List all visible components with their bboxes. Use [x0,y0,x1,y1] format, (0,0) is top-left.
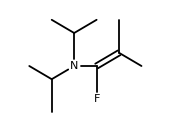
Text: N: N [70,61,78,71]
Text: F: F [93,94,100,104]
